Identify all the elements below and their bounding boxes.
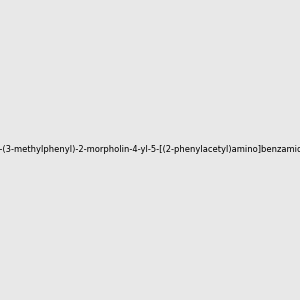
Text: N-(3-methylphenyl)-2-morpholin-4-yl-5-[(2-phenylacetyl)amino]benzamide: N-(3-methylphenyl)-2-morpholin-4-yl-5-[(… [0,146,300,154]
